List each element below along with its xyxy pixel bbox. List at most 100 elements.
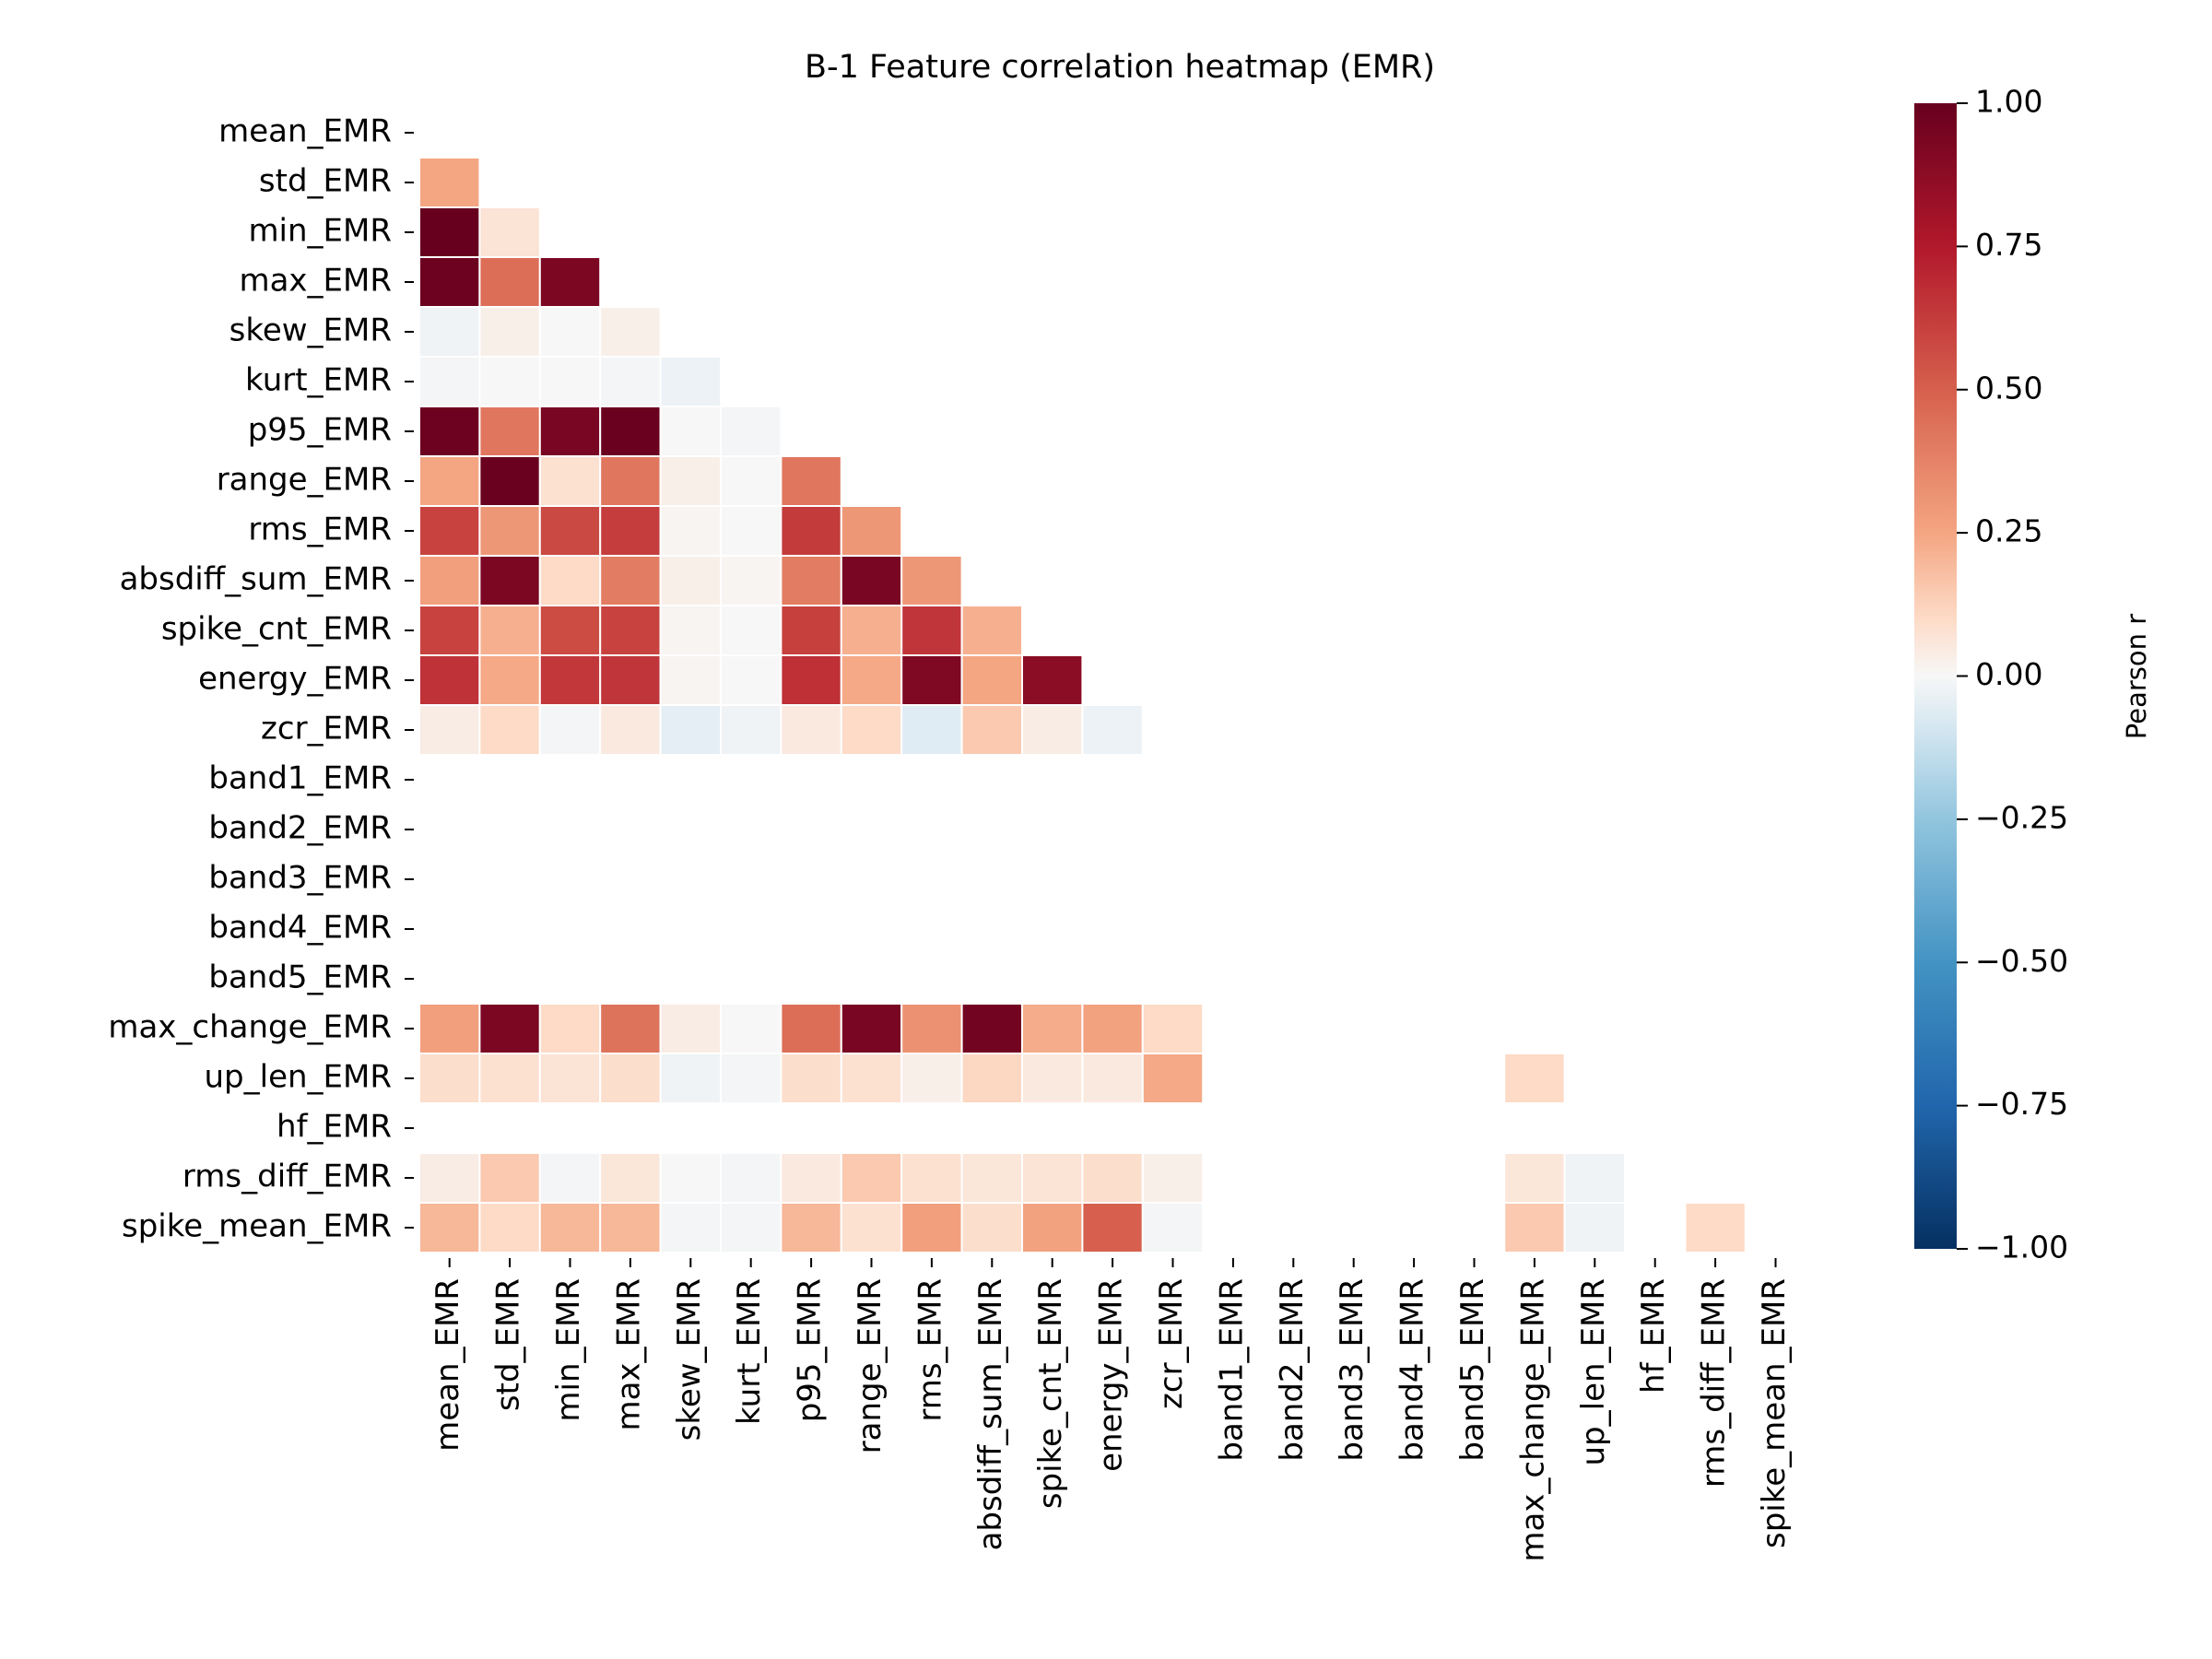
heatmap-cell-range_EMR-min_EMR [538, 455, 602, 507]
x-tick-label: spike_cnt_EMR [1032, 1278, 1069, 1509]
colorbar-tick-label: 0.50 [1975, 370, 2042, 406]
y-tick-label: min_EMR [248, 213, 392, 250]
heatmap-cell-kurt_EMR-skew_EMR [659, 356, 722, 407]
heatmap-cell-absdiff_sum_EMR-max_EMR [599, 555, 662, 606]
heatmap-cell-absdiff_sum_EMR-rms_EMR [900, 555, 963, 606]
heatmap-cell-spike_cnt_EMR-skew_EMR [659, 605, 722, 656]
heatmap-cells [418, 157, 1747, 1253]
heatmap-cell-spike_mean_EMR-rms_EMR [900, 1202, 963, 1253]
heatmap-cell-zcr_EMR-mean_EMR [418, 704, 481, 756]
heatmap-cell-std_EMR-mean_EMR [418, 157, 481, 208]
heatmap-cell-max_change_EMR-rms_EMR [900, 1003, 963, 1054]
y-tick-label: band3_EMR [208, 860, 392, 897]
y-tick-label: range_EMR [217, 462, 392, 499]
heatmap-cell-p95_EMR-std_EMR [478, 406, 541, 457]
heatmap-cell-energy_EMR-max_EMR [599, 654, 662, 706]
y-tick-label: up_len_EMR [205, 1059, 393, 1096]
heatmap-cell-zcr_EMR-p95_EMR [780, 704, 842, 756]
heatmap-cell-range_EMR-kurt_EMR [720, 455, 782, 507]
x-tick-label: band4_EMR [1394, 1278, 1431, 1462]
heatmap-cell-spike_mean_EMR-up_len_EMR [1563, 1202, 1626, 1253]
x-tick-label: spike_mean_EMR [1756, 1278, 1793, 1548]
heatmap-cell-energy_EMR-rms_EMR [900, 654, 963, 706]
heatmap-cell-max_change_EMR-absdiff_sum_EMR [960, 1003, 1023, 1054]
heatmap-cell-max_change_EMR-range_EMR [840, 1003, 903, 1054]
heatmap-cell-up_len_EMR-max_EMR [599, 1053, 662, 1104]
heatmap-cell-max_change_EMR-p95_EMR [780, 1003, 842, 1054]
colorbar-tick-label: 0.25 [1975, 513, 2042, 549]
y-tick-label: zcr_EMR [261, 711, 392, 747]
heatmap-cell-spike_mean_EMR-kurt_EMR [720, 1202, 782, 1253]
y-tick-label: spike_mean_EMR [122, 1208, 392, 1245]
heatmap-cell-rms_EMR-p95_EMR [780, 505, 842, 557]
x-tick-label: band5_EMR [1454, 1278, 1491, 1462]
x-tick-label: range_EMR [852, 1278, 888, 1453]
heatmap-cell-spike_cnt_EMR-mean_EMR [418, 605, 481, 656]
heatmap-cell-spike_mean_EMR-rms_diff_EMR [1684, 1202, 1747, 1253]
y-tick-label: max_change_EMR [108, 1009, 392, 1046]
heatmap-cell-spike_cnt_EMR-p95_EMR [780, 605, 842, 656]
heatmap-cell-p95_EMR-max_EMR [599, 406, 662, 457]
x-tick-label: min_EMR [550, 1278, 587, 1422]
colorbar-ticks: 1.00 0.75 0.50 0.25 0.00 −0.25 −0.50 −0.75 −1.00 [1957, 84, 2068, 1265]
x-tick-label: rms_EMR [912, 1278, 948, 1422]
heatmap-cell-rms_EMR-max_EMR [599, 505, 662, 557]
heatmap-cell-zcr_EMR-rms_EMR [900, 704, 963, 756]
heatmap-cell-skew_EMR-max_EMR [599, 306, 662, 358]
colorbar-tick-label: 0.00 [1975, 656, 2042, 692]
heatmap-cell-range_EMR-skew_EMR [659, 455, 722, 507]
heatmap-cell-max_change_EMR-spike_cnt_EMR [1021, 1003, 1084, 1054]
heatmap-cell-min_EMR-mean_EMR [418, 206, 481, 258]
colorbar-tick-label: 0.75 [1975, 227, 2042, 263]
heatmap-cell-rms_diff_EMR-kurt_EMR [720, 1152, 782, 1204]
heatmap-cell-spike_mean_EMR-range_EMR [840, 1202, 903, 1253]
heatmap-cell-rms_EMR-min_EMR [538, 505, 602, 557]
colorbar-tick-label: −0.25 [1975, 799, 2068, 835]
heatmap-cell-zcr_EMR-energy_EMR [1081, 704, 1144, 756]
heatmap-cell-min_EMR-std_EMR [478, 206, 541, 258]
x-tick-label: kurt_EMR [731, 1278, 768, 1425]
heatmap-cell-kurt_EMR-min_EMR [538, 356, 602, 407]
heatmap-cell-absdiff_sum_EMR-min_EMR [538, 555, 602, 606]
heatmap-cell-absdiff_sum_EMR-kurt_EMR [720, 555, 782, 606]
heatmap-cell-up_len_EMR-p95_EMR [780, 1053, 842, 1104]
heatmap-cell-max_change_EMR-std_EMR [478, 1003, 541, 1054]
y-tick-label: band1_EMR [208, 760, 392, 797]
heatmap-cell-skew_EMR-std_EMR [478, 306, 541, 358]
heatmap-cell-kurt_EMR-mean_EMR [418, 356, 481, 407]
x-tick-label: zcr_EMR [1153, 1278, 1190, 1409]
heatmap-cell-energy_EMR-absdiff_sum_EMR [960, 654, 1023, 706]
heatmap-cell-zcr_EMR-std_EMR [478, 704, 541, 756]
heatmap-cell-absdiff_sum_EMR-skew_EMR [659, 555, 722, 606]
colorbar-tick-label: −0.75 [1975, 1086, 2068, 1122]
heatmap-cell-max_change_EMR-energy_EMR [1081, 1003, 1144, 1054]
y-tick-label: std_EMR [259, 163, 392, 200]
y-tick-label: rms_diff_EMR [182, 1159, 392, 1195]
heatmap-cell-rms_diff_EMR-mean_EMR [418, 1152, 481, 1204]
heatmap-cell-spike_mean_EMR-std_EMR [478, 1202, 541, 1253]
heatmap-cell-rms_diff_EMR-min_EMR [538, 1152, 602, 1204]
heatmap-cell-spike_mean_EMR-spike_cnt_EMR [1021, 1202, 1084, 1253]
heatmap-cell-rms_diff_EMR-absdiff_sum_EMR [960, 1152, 1023, 1204]
colorbar-tick-label: −0.50 [1975, 943, 2068, 979]
heatmap-cell-max_change_EMR-kurt_EMR [720, 1003, 782, 1054]
heatmap-cell-absdiff_sum_EMR-std_EMR [478, 555, 541, 606]
heatmap-cell-rms_diff_EMR-zcr_EMR [1141, 1152, 1205, 1204]
heatmap-cell-max_change_EMR-min_EMR [538, 1003, 602, 1054]
heatmap-cell-rms_diff_EMR-std_EMR [478, 1152, 541, 1204]
chart-title: B-1 Feature correlation heatmap (EMR) [805, 49, 1435, 86]
heatmap-cell-zcr_EMR-spike_cnt_EMR [1021, 704, 1084, 756]
heatmap-cell-zcr_EMR-kurt_EMR [720, 704, 782, 756]
x-tick-label: std_EMR [490, 1278, 527, 1411]
heatmap-cell-spike_mean_EMR-energy_EMR [1081, 1202, 1144, 1253]
heatmap-cell-range_EMR-max_EMR [599, 455, 662, 507]
x-tick-label: mean_EMR [429, 1278, 466, 1452]
heatmap-cell-max_change_EMR-mean_EMR [418, 1003, 481, 1054]
heatmap-cell-energy_EMR-kurt_EMR [720, 654, 782, 706]
heatmap-cell-zcr_EMR-max_EMR [599, 704, 662, 756]
x-tick-label: band1_EMR [1213, 1278, 1250, 1462]
heatmap-cell-kurt_EMR-std_EMR [478, 356, 541, 407]
heatmap-cell-rms_diff_EMR-max_change_EMR [1503, 1152, 1566, 1204]
heatmap-cell-up_len_EMR-mean_EMR [418, 1053, 481, 1104]
y-tick-label: band5_EMR [208, 959, 392, 996]
